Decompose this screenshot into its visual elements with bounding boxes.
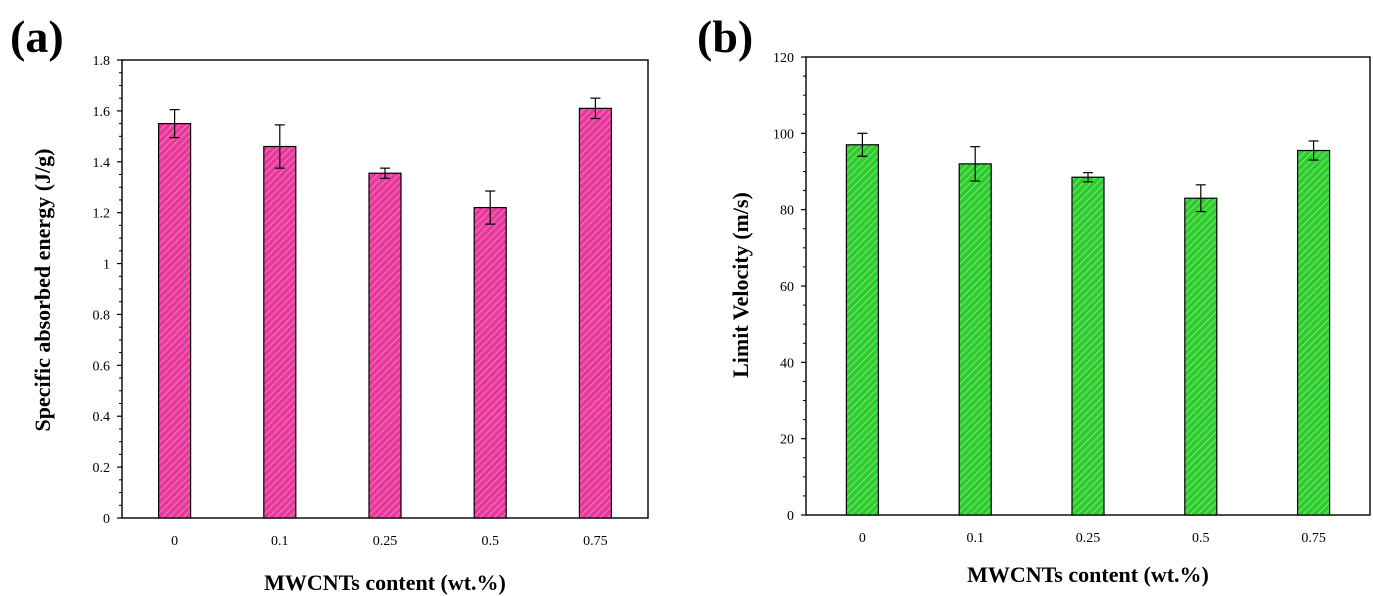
- chart-b-ytick-label: 80: [780, 204, 794, 219]
- chart-a-xtick-label: 0.75: [583, 534, 608, 549]
- chart-a-ytick-label: 0.4: [93, 410, 111, 425]
- panel-letter-a: (a): [10, 11, 64, 62]
- chart-b-bar: [958, 163, 992, 516]
- chart-b-ylabel: Limit Velocity (m/s): [728, 192, 753, 378]
- panel-letter-b: (b): [697, 11, 753, 62]
- chart-b-ytick-label: 40: [780, 356, 794, 371]
- chart-a-bar: [473, 206, 507, 519]
- chart-b-bar: [845, 144, 880, 516]
- chart-a-ytick-label: 0: [103, 512, 110, 527]
- chart-a-xtick-label: 0.5: [481, 534, 499, 549]
- chart-a-ytick-label: 0.2: [93, 461, 111, 476]
- chart-b-xlabel: MWCNTs content (wt.%): [967, 562, 1209, 587]
- chart-a: (a) 0 0.2 0.4 0.6 0.8 1 1.2 1.4 1.6 1.8 0 0.1 0.25 0.…: [10, 11, 649, 595]
- chart-a-xtick-label: 0.1: [271, 534, 289, 549]
- chart-a-ytick-label: 1.6: [93, 105, 111, 120]
- chart-b-bar: [1071, 176, 1105, 516]
- chart-a-ytick-label: 0.8: [93, 308, 111, 323]
- chart-b-xtick-label: 0.25: [1076, 531, 1101, 546]
- chart-b-ytick-label: 20: [780, 433, 794, 448]
- chart-b: (b) 0 20 40 60 80 100 120 0 0.1 0.25 0.5 0.75 MWCNT…: [697, 11, 1371, 587]
- chart-a-xtick-label: 0: [171, 534, 178, 549]
- chart-a-ytick-label: 0.6: [93, 359, 111, 374]
- chart-b-ytick-label: 100: [773, 127, 794, 142]
- chart-b-ytick-label: 0: [787, 509, 794, 524]
- chart-a-bar: [158, 123, 192, 519]
- chart-a-ylabel: Specific absorbed energy (J/g): [30, 149, 55, 432]
- chart-b-ytick-label: 120: [773, 51, 794, 66]
- chart-b-xtick-label: 0.1: [966, 531, 984, 546]
- chart-b-bar: [1184, 197, 1218, 516]
- chart-a-ytick-label: 1: [103, 258, 110, 273]
- chart-a-plot: 0 0.2 0.4 0.6 0.8 1 1.2 1.4 1.6 1.8 0 0.1 0.25 0.5 0.7…: [93, 54, 649, 549]
- chart-b-xtick-label: 0: [859, 531, 866, 546]
- chart-b-bar: [1296, 149, 1331, 516]
- chart-a-ytick-label: 1.2: [93, 207, 111, 222]
- chart-a-bar: [578, 107, 613, 519]
- chart-a-ytick-label: 1.4: [93, 156, 111, 171]
- chart-b-xtick-label: 0.5: [1192, 531, 1210, 546]
- chart-b-plot: 0 20 40 60 80 100 120 0 0.1 0.25 0.5 0.75: [773, 51, 1371, 546]
- chart-a-xlabel: MWCNTs content (wt.%): [264, 570, 506, 595]
- chart-a-xtick-label: 0.25: [373, 534, 398, 549]
- chart-b-xtick-label: 0.75: [1301, 531, 1326, 546]
- chart-a-ytick-label: 1.8: [93, 54, 111, 69]
- chart-b-ytick-label: 60: [780, 280, 794, 295]
- chart-a-bar: [368, 172, 402, 519]
- chart-a-bar: [263, 145, 297, 519]
